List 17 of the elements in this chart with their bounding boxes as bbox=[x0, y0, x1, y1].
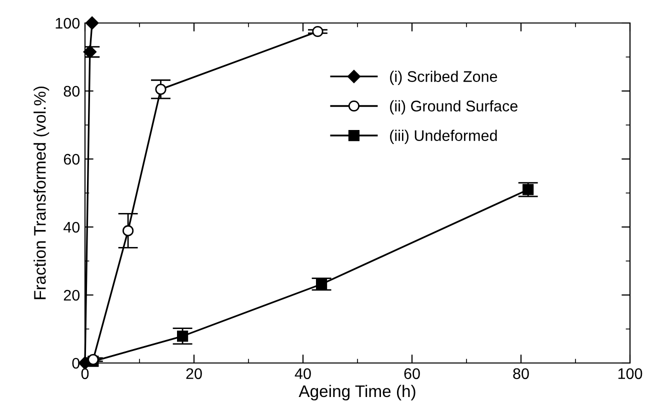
x-tick-label: 60 bbox=[404, 368, 420, 380]
y-tick-label: 80 bbox=[64, 86, 80, 97]
legend-label: (ii) Ground Surface bbox=[390, 100, 518, 115]
x-tick-label: 40 bbox=[294, 368, 311, 380]
x-tick-label: 0 bbox=[81, 368, 89, 380]
x-axis-title: Ageing Time (h) bbox=[298, 384, 416, 400]
x-tick-label: 20 bbox=[186, 368, 202, 380]
y-axis-title: Fraction Transformed (vol.%) bbox=[34, 86, 50, 300]
y-tick-label: 20 bbox=[64, 290, 80, 301]
x-tick-label: 80 bbox=[513, 368, 529, 380]
y-tick-label: 60 bbox=[64, 154, 80, 165]
legend-label: (i) Scribed Zone bbox=[390, 70, 498, 85]
y-tick-label: 100 bbox=[56, 18, 80, 29]
x-tick-label: 100 bbox=[618, 368, 642, 380]
legend-label: (iii) Undeformed bbox=[390, 130, 497, 144]
y-tick-label: 40 bbox=[64, 222, 80, 233]
y-tick-label: 0 bbox=[72, 358, 80, 369]
